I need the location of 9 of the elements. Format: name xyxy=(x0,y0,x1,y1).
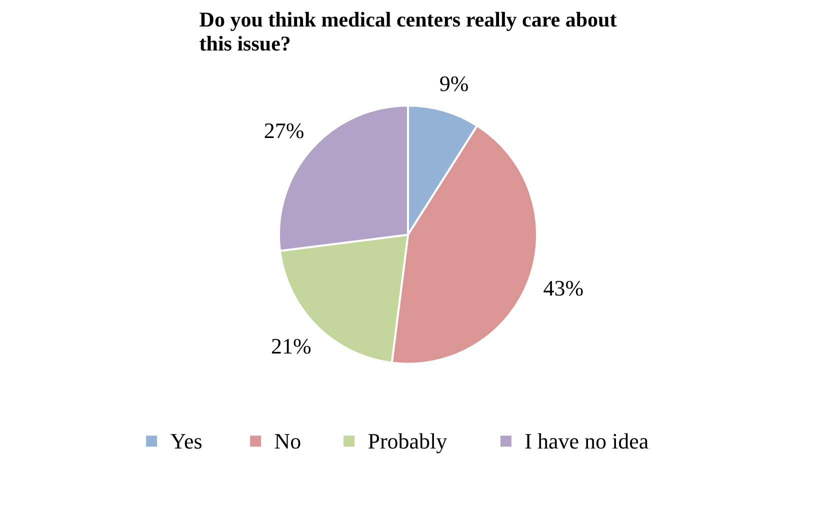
chart-title: Do you think medical centers really care about this issue? xyxy=(199,8,617,56)
data-label: 43% xyxy=(543,276,584,301)
legend-label: No xyxy=(274,428,302,454)
legend-label: I have no idea xyxy=(524,428,649,454)
data-label: 27% xyxy=(264,118,304,144)
data-label: 9% xyxy=(439,71,469,96)
legend-label: Probably xyxy=(368,428,448,454)
data-label: 21% xyxy=(271,334,312,359)
legend-label: Yes xyxy=(170,428,202,454)
